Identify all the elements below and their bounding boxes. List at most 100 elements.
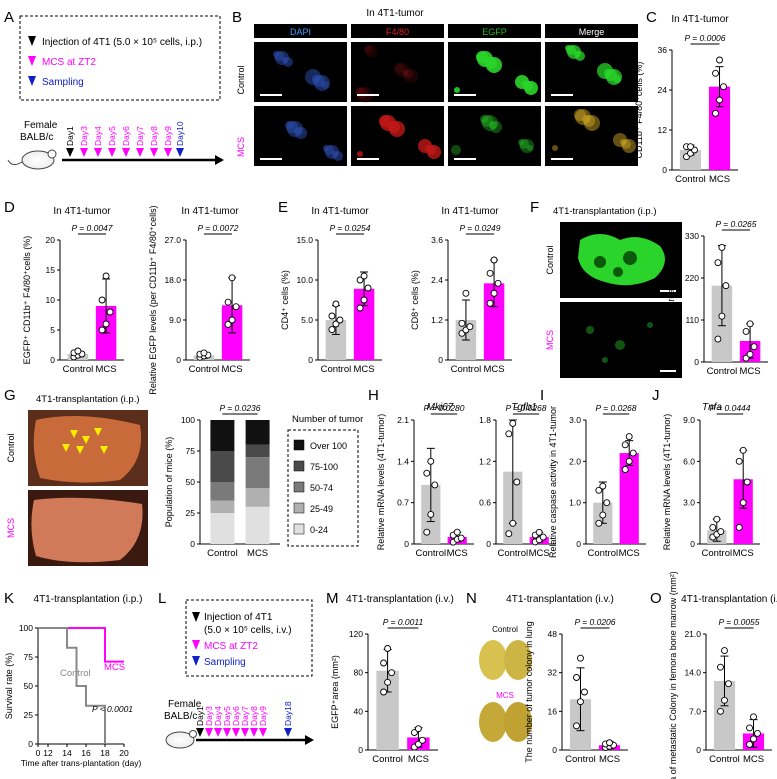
x-tick-label: 0 xyxy=(36,748,41,758)
panel-l-legend-injection-2: (5.0 × 10⁵ cells, i.v.) xyxy=(204,625,292,636)
data-point xyxy=(577,654,584,662)
chart-panel-c: In 4T1-tumor 0 12 24 36 CD11b⁺ F4/80⁺cells (%… xyxy=(634,14,738,185)
day-label: Day1 xyxy=(195,706,205,726)
x-tick-label: MCS xyxy=(709,174,730,185)
cell-signal xyxy=(402,69,408,75)
y-axis-label: EGFP⁺ CD11b⁺ F4/80⁺cells (%) xyxy=(22,236,32,365)
y-tick-label: 220 xyxy=(685,273,699,283)
data-point xyxy=(535,528,543,536)
cell-signal xyxy=(395,63,409,77)
data-point xyxy=(750,713,757,721)
data-point xyxy=(388,669,396,677)
day-arrow-icon xyxy=(164,148,172,157)
cell-signal xyxy=(379,115,391,127)
y-tick-label: 40 xyxy=(354,706,364,716)
stack-segment-50-74 xyxy=(210,482,235,501)
data-point xyxy=(423,528,431,536)
p-value-label: P = 0.0280 xyxy=(423,403,464,413)
data-point xyxy=(427,511,435,518)
panel-a: A Injection of 4T1 (5.0 × 10⁵ cells, i.p… xyxy=(4,9,224,170)
chart-panel-d1: In 4T1-tumor 0 5 10 15 20 EGFP⁺ CD11b⁺ F4/80⁺c… xyxy=(22,206,124,375)
panel-a-legend-box xyxy=(19,15,221,101)
x-tick-label: 16 xyxy=(81,748,91,758)
day-label: Day3 xyxy=(204,706,214,726)
x-tick-label: Control xyxy=(701,548,732,559)
day-label: Day4 xyxy=(93,126,103,146)
data-point xyxy=(717,528,725,536)
data-point xyxy=(458,319,466,327)
cell-signal xyxy=(515,75,529,89)
x-tick-label: MCS xyxy=(619,548,640,559)
x-tick-label: Control xyxy=(321,364,352,375)
day-label: Day10 xyxy=(175,121,185,146)
chart-panel-m: 4T1-transplantation (i.v.) 0 40 80 120 EGFP⁺a… xyxy=(330,594,454,765)
data-point xyxy=(621,441,629,449)
p-value-label: P = 0.0055 xyxy=(718,617,759,627)
y-axis-label: CD11b⁺ F4/80⁺cells (%) xyxy=(634,62,644,159)
data-point xyxy=(332,320,340,328)
y-tick-label: 1.8 xyxy=(479,415,491,425)
x-axis-label: Time after trans-plantation (day) xyxy=(21,758,142,768)
data-point xyxy=(505,530,513,538)
y-tick-label: 80 xyxy=(354,668,364,678)
panel-b-row-control: Control xyxy=(236,65,246,94)
legend-swatch xyxy=(293,439,305,451)
stack-segment-over-100 xyxy=(245,420,270,445)
scale-bar xyxy=(551,94,573,96)
cell-signal xyxy=(613,133,627,147)
cell-signal xyxy=(454,87,460,93)
day-label: Day6 xyxy=(231,706,241,726)
bar-mcs xyxy=(708,86,731,170)
data-point xyxy=(486,299,494,307)
y-tick-label: 15.0 xyxy=(296,235,313,245)
y-tick-label: 100 xyxy=(181,415,195,425)
panel-l-mouse-label-1: Female xyxy=(168,699,202,710)
panel-letter-f: F xyxy=(530,199,539,216)
panel-b: B In 4T1-tumor DAPI F4/80 EGFP Merge Contro… xyxy=(232,8,638,166)
data-point xyxy=(328,326,336,334)
data-point xyxy=(427,457,435,465)
data-point xyxy=(356,276,364,284)
panel-letter-d: D xyxy=(4,199,15,216)
panel-letter-h: H xyxy=(368,387,379,404)
chart-title: In 4T1-tumor xyxy=(441,206,499,217)
data-point xyxy=(718,312,726,320)
data-point xyxy=(621,466,629,474)
data-point xyxy=(725,680,732,688)
p-value-label: P = 0.0254 xyxy=(329,223,370,233)
y-axis-label: EGFP⁺area (mm²) xyxy=(666,262,676,336)
chart-panel-e1: In 4T1-tumor 0 5.0 10.0 15.0 CD4⁺ cells (%) Co… xyxy=(280,206,382,375)
data-point xyxy=(509,419,517,427)
panel-n-images: Control MCS xyxy=(470,624,540,748)
channel-label-egfp: EGFP xyxy=(482,27,507,37)
cell-signal xyxy=(518,139,524,145)
data-point xyxy=(106,308,114,316)
data-point xyxy=(328,312,336,320)
x-tick-label: MCS xyxy=(222,364,243,375)
micrograph-f480-control xyxy=(351,42,444,102)
y-tick-label: 0 xyxy=(358,745,363,755)
panel-letter-g: G xyxy=(4,387,16,404)
scale-bar xyxy=(260,94,282,96)
data-point xyxy=(712,69,719,77)
x-tick-label: MCS xyxy=(733,548,754,559)
data-point xyxy=(713,515,721,523)
data-point xyxy=(721,647,728,655)
day-label: Day8 xyxy=(149,126,159,146)
day-label: Day9 xyxy=(258,706,268,726)
chart-title: In 4T1-tumor xyxy=(181,206,239,217)
panel-a-day-markers: Day1 Day3 Day4 Day5 Day6 Day7 Day8 Day9 Day10 xyxy=(65,121,185,157)
day-arrow-icon xyxy=(122,148,130,157)
x-tick-label: 20 xyxy=(119,748,129,758)
stack-segment-over-100 xyxy=(210,420,235,451)
channel-header xyxy=(351,24,444,38)
cell-signal xyxy=(305,69,321,85)
day-arrow-icon xyxy=(214,728,222,737)
day-arrow-icon xyxy=(66,148,74,157)
y-tick-label: 25 xyxy=(186,508,196,518)
cell-signal xyxy=(323,145,329,151)
y-tick-label: 1.4 xyxy=(397,456,409,466)
panel-letter-m: M xyxy=(326,590,339,607)
x-tick-label: 12 xyxy=(43,748,53,758)
p-value-label: P = 0.0265 xyxy=(715,219,756,229)
